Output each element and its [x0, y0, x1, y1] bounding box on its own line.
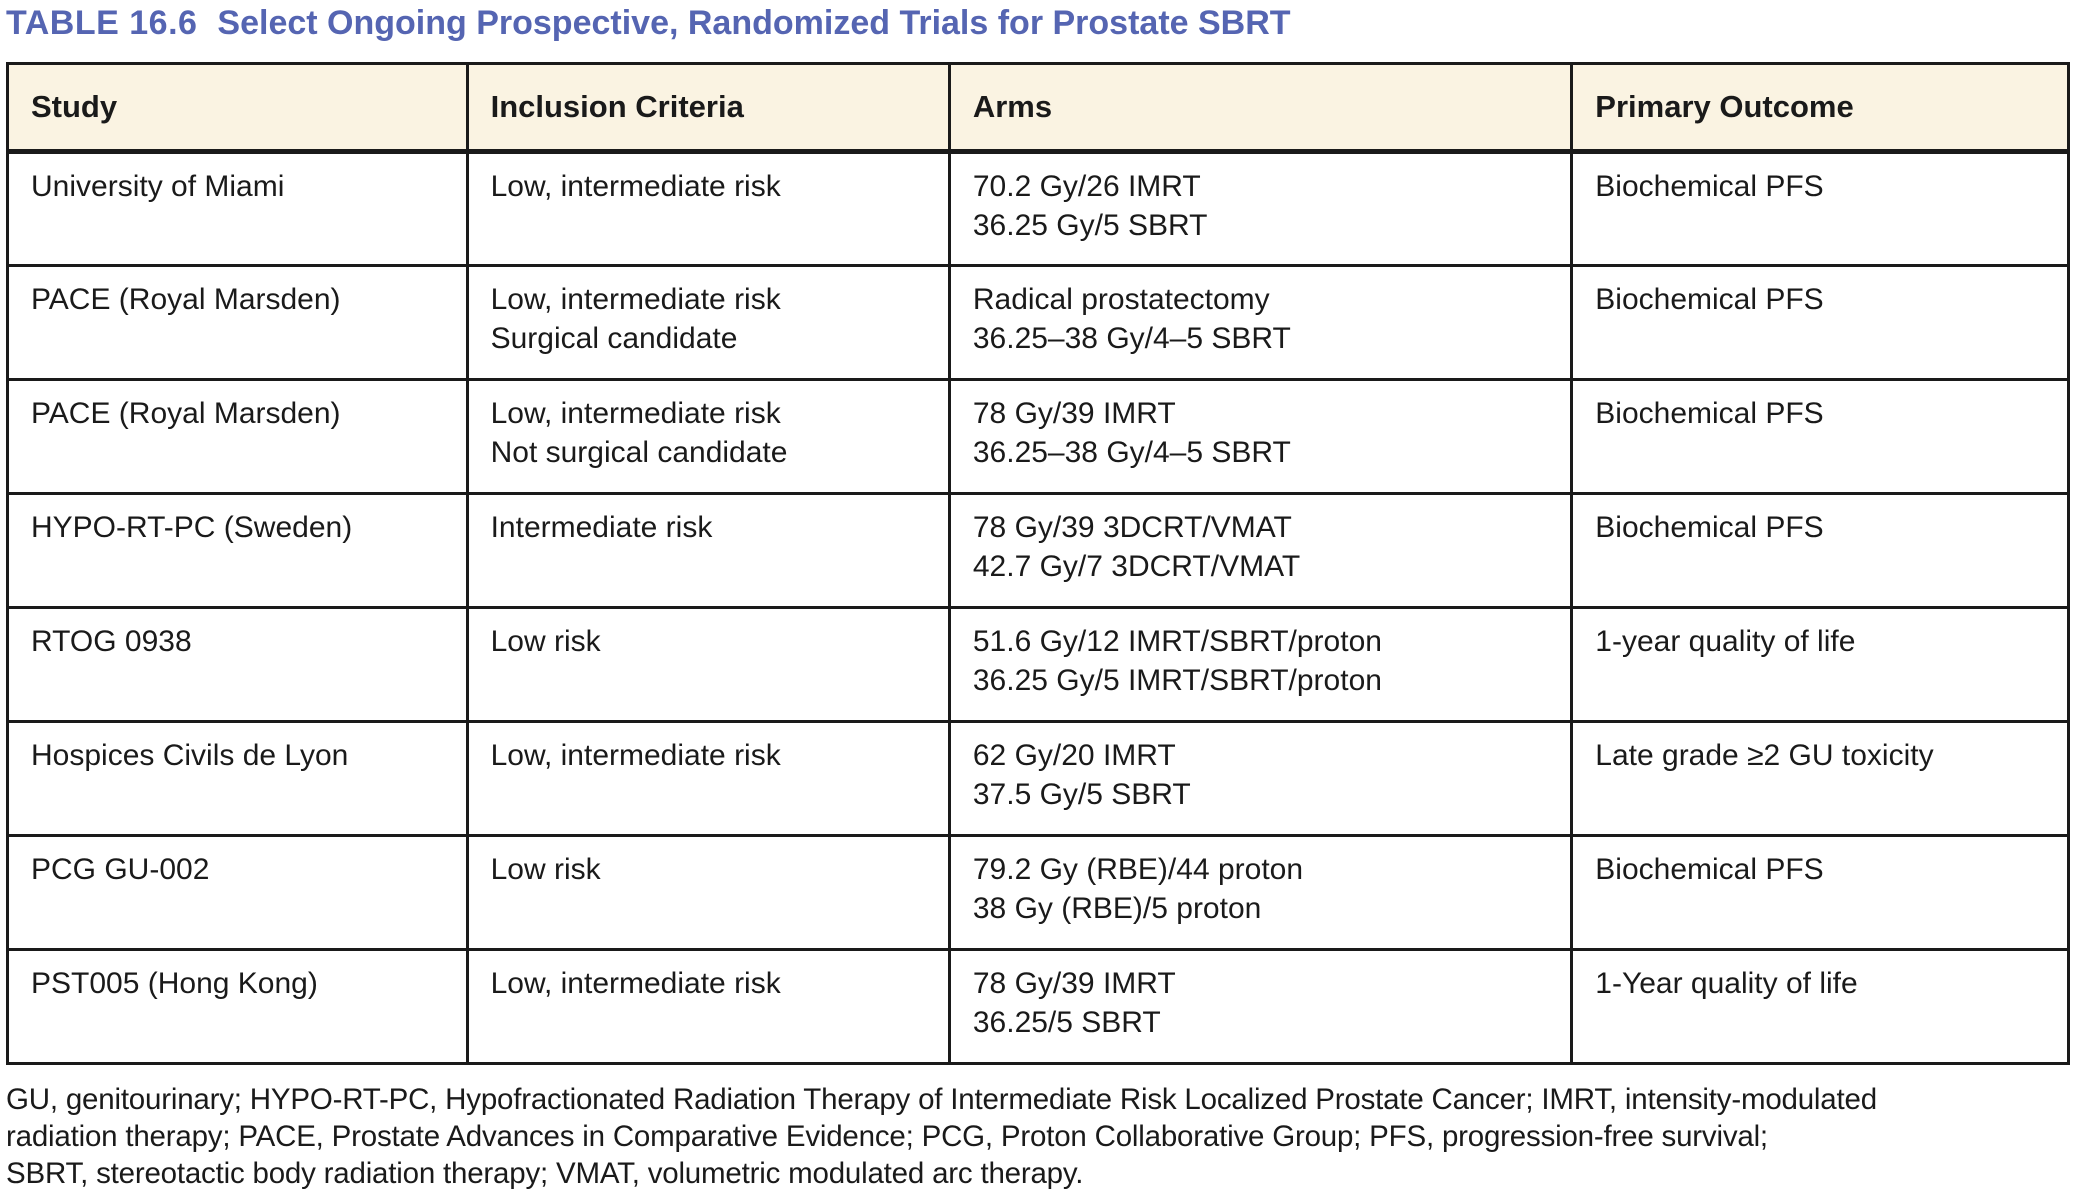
- cell-inclusion: Low, intermediate risk Not surgical cand…: [465, 378, 951, 495]
- table-row: PACE (Royal Marsden) Low, intermediate r…: [6, 378, 2070, 495]
- cell-line: Surgical candidate: [490, 322, 738, 355]
- cell-outcome: 1-Year quality of life: [1570, 948, 2070, 1065]
- cell-line: 62 Gy/20 IMRT: [972, 739, 1176, 772]
- cell-arms: 51.6 Gy/12 IMRT/SBRT/proton 36.25 Gy/5 I…: [947, 606, 1574, 723]
- table-row: PCG GU-002 Low risk 79.2 Gy (RBE)/44 pro…: [6, 834, 2070, 951]
- cell-outcome: 1-year quality of life: [1570, 606, 2070, 723]
- cell-line: Low, intermediate risk: [490, 967, 781, 1000]
- cell-line: 51.6 Gy/12 IMRT/SBRT/proton: [972, 625, 1382, 658]
- cell-line: Not surgical candidate: [490, 436, 788, 469]
- table-row: PST005 (Hong Kong) Low, intermediate ris…: [6, 948, 2070, 1065]
- cell-line: Low, intermediate risk: [490, 170, 781, 203]
- footnote-line: GU, genitourinary; HYPO-RT-PC, Hypofract…: [6, 1083, 1877, 1116]
- trials-table: Study Inclusion Criteria Arms Primary Ou…: [6, 62, 2070, 1065]
- footnote-line: SBRT, stereotactic body radiation therap…: [6, 1157, 1084, 1190]
- cell-arms: Radical prostatectomy 36.25–38 Gy/4–5 SB…: [947, 264, 1574, 381]
- cell-line: Radical prostatectomy: [972, 283, 1270, 316]
- table-row: University of Miami Low, intermediate ri…: [6, 150, 2070, 267]
- cell-study: PACE (Royal Marsden): [6, 378, 469, 495]
- cell-arms: 78 Gy/39 IMRT 36.25/5 SBRT: [947, 948, 1574, 1065]
- table-title: TABLE 16.6 Select Ongoing Prospective, Ra…: [6, 4, 2072, 43]
- table-title-text: Select Ongoing Prospective, Randomized T…: [217, 4, 1291, 42]
- cell-line: 78 Gy/39 IMRT: [972, 967, 1176, 1000]
- cell-study: PACE (Royal Marsden): [6, 264, 469, 381]
- table-row: PACE (Royal Marsden) Low, intermediate r…: [6, 264, 2070, 381]
- cell-arms: 62 Gy/20 IMRT 37.5 Gy/5 SBRT: [947, 720, 1574, 837]
- cell-study: RTOG 0938: [6, 606, 469, 723]
- cell-line: Low risk: [490, 853, 601, 886]
- table-row: HYPO-RT-PC (Sweden) Intermediate risk 78…: [6, 492, 2070, 609]
- cell-line: 36.25/5 SBRT: [972, 1006, 1161, 1039]
- cell-study: PST005 (Hong Kong): [6, 948, 469, 1065]
- cell-line: 79.2 Gy (RBE)/44 proton: [972, 853, 1304, 886]
- cell-line: Intermediate risk: [490, 511, 713, 544]
- cell-study: HYPO-RT-PC (Sweden): [6, 492, 469, 609]
- cell-inclusion: Intermediate risk: [465, 492, 951, 609]
- footnote-line: radiation therapy; PACE, Prostate Advanc…: [6, 1120, 1768, 1153]
- cell-arms: 78 Gy/39 IMRT 36.25–38 Gy/4–5 SBRT: [947, 378, 1574, 495]
- table-row: Hospices Civils de Lyon Low, intermediat…: [6, 720, 2070, 837]
- cell-line: Low, intermediate risk: [490, 739, 781, 772]
- cell-line: 36.25–38 Gy/4–5 SBRT: [972, 436, 1291, 469]
- col-header-inclusion-criteria: Inclusion Criteria: [465, 62, 951, 154]
- cell-outcome: Biochemical PFS: [1570, 264, 2070, 381]
- footnote: GU, genitourinary; HYPO-RT-PC, Hypofract…: [6, 1081, 2072, 1192]
- header-row: Study Inclusion Criteria Arms Primary Ou…: [6, 62, 2070, 154]
- cell-inclusion: Low risk: [465, 606, 951, 723]
- cell-line: 78 Gy/39 3DCRT/VMAT: [972, 511, 1292, 544]
- cell-line: Low, intermediate risk: [490, 283, 781, 316]
- cell-arms: 79.2 Gy (RBE)/44 proton 38 Gy (RBE)/5 pr…: [947, 834, 1574, 951]
- cell-inclusion: Low, intermediate risk Surgical candidat…: [465, 264, 951, 381]
- cell-arms: 70.2 Gy/26 IMRT 36.25 Gy/5 SBRT: [947, 150, 1574, 267]
- col-header-study: Study: [6, 62, 469, 154]
- table-number: TABLE 16.6: [6, 4, 198, 42]
- cell-line: 37.5 Gy/5 SBRT: [972, 778, 1191, 811]
- cell-outcome: Biochemical PFS: [1570, 378, 2070, 495]
- cell-inclusion: Low, intermediate risk: [465, 720, 951, 837]
- cell-study: University of Miami: [6, 150, 469, 267]
- cell-line: 38 Gy (RBE)/5 proton: [972, 892, 1262, 925]
- cell-arms: 78 Gy/39 3DCRT/VMAT 42.7 Gy/7 3DCRT/VMAT: [947, 492, 1574, 609]
- cell-inclusion: Low risk: [465, 834, 951, 951]
- cell-line: 78 Gy/39 IMRT: [972, 397, 1176, 430]
- cell-line: 36.25 Gy/5 SBRT: [972, 209, 1208, 242]
- cell-outcome: Late grade ≥2 GU toxicity: [1570, 720, 2070, 837]
- cell-line: 36.25–38 Gy/4–5 SBRT: [972, 322, 1291, 355]
- col-header-primary-outcome: Primary Outcome: [1570, 62, 2070, 154]
- col-header-arms: Arms: [947, 62, 1574, 154]
- cell-line: Low, intermediate risk: [490, 397, 781, 430]
- cell-line: 36.25 Gy/5 IMRT/SBRT/proton: [972, 664, 1382, 697]
- cell-outcome: Biochemical PFS: [1570, 834, 2070, 951]
- cell-study: PCG GU-002: [6, 834, 469, 951]
- table-row: RTOG 0938 Low risk 51.6 Gy/12 IMRT/SBRT/…: [6, 606, 2070, 723]
- cell-outcome: Biochemical PFS: [1570, 150, 2070, 267]
- cell-study: Hospices Civils de Lyon: [6, 720, 469, 837]
- cell-line: 42.7 Gy/7 3DCRT/VMAT: [972, 550, 1301, 583]
- cell-inclusion: Low, intermediate risk: [465, 150, 951, 267]
- cell-line: 70.2 Gy/26 IMRT: [972, 170, 1201, 203]
- cell-inclusion: Low, intermediate risk: [465, 948, 951, 1065]
- cell-outcome: Biochemical PFS: [1570, 492, 2070, 609]
- cell-line: Low risk: [490, 625, 601, 658]
